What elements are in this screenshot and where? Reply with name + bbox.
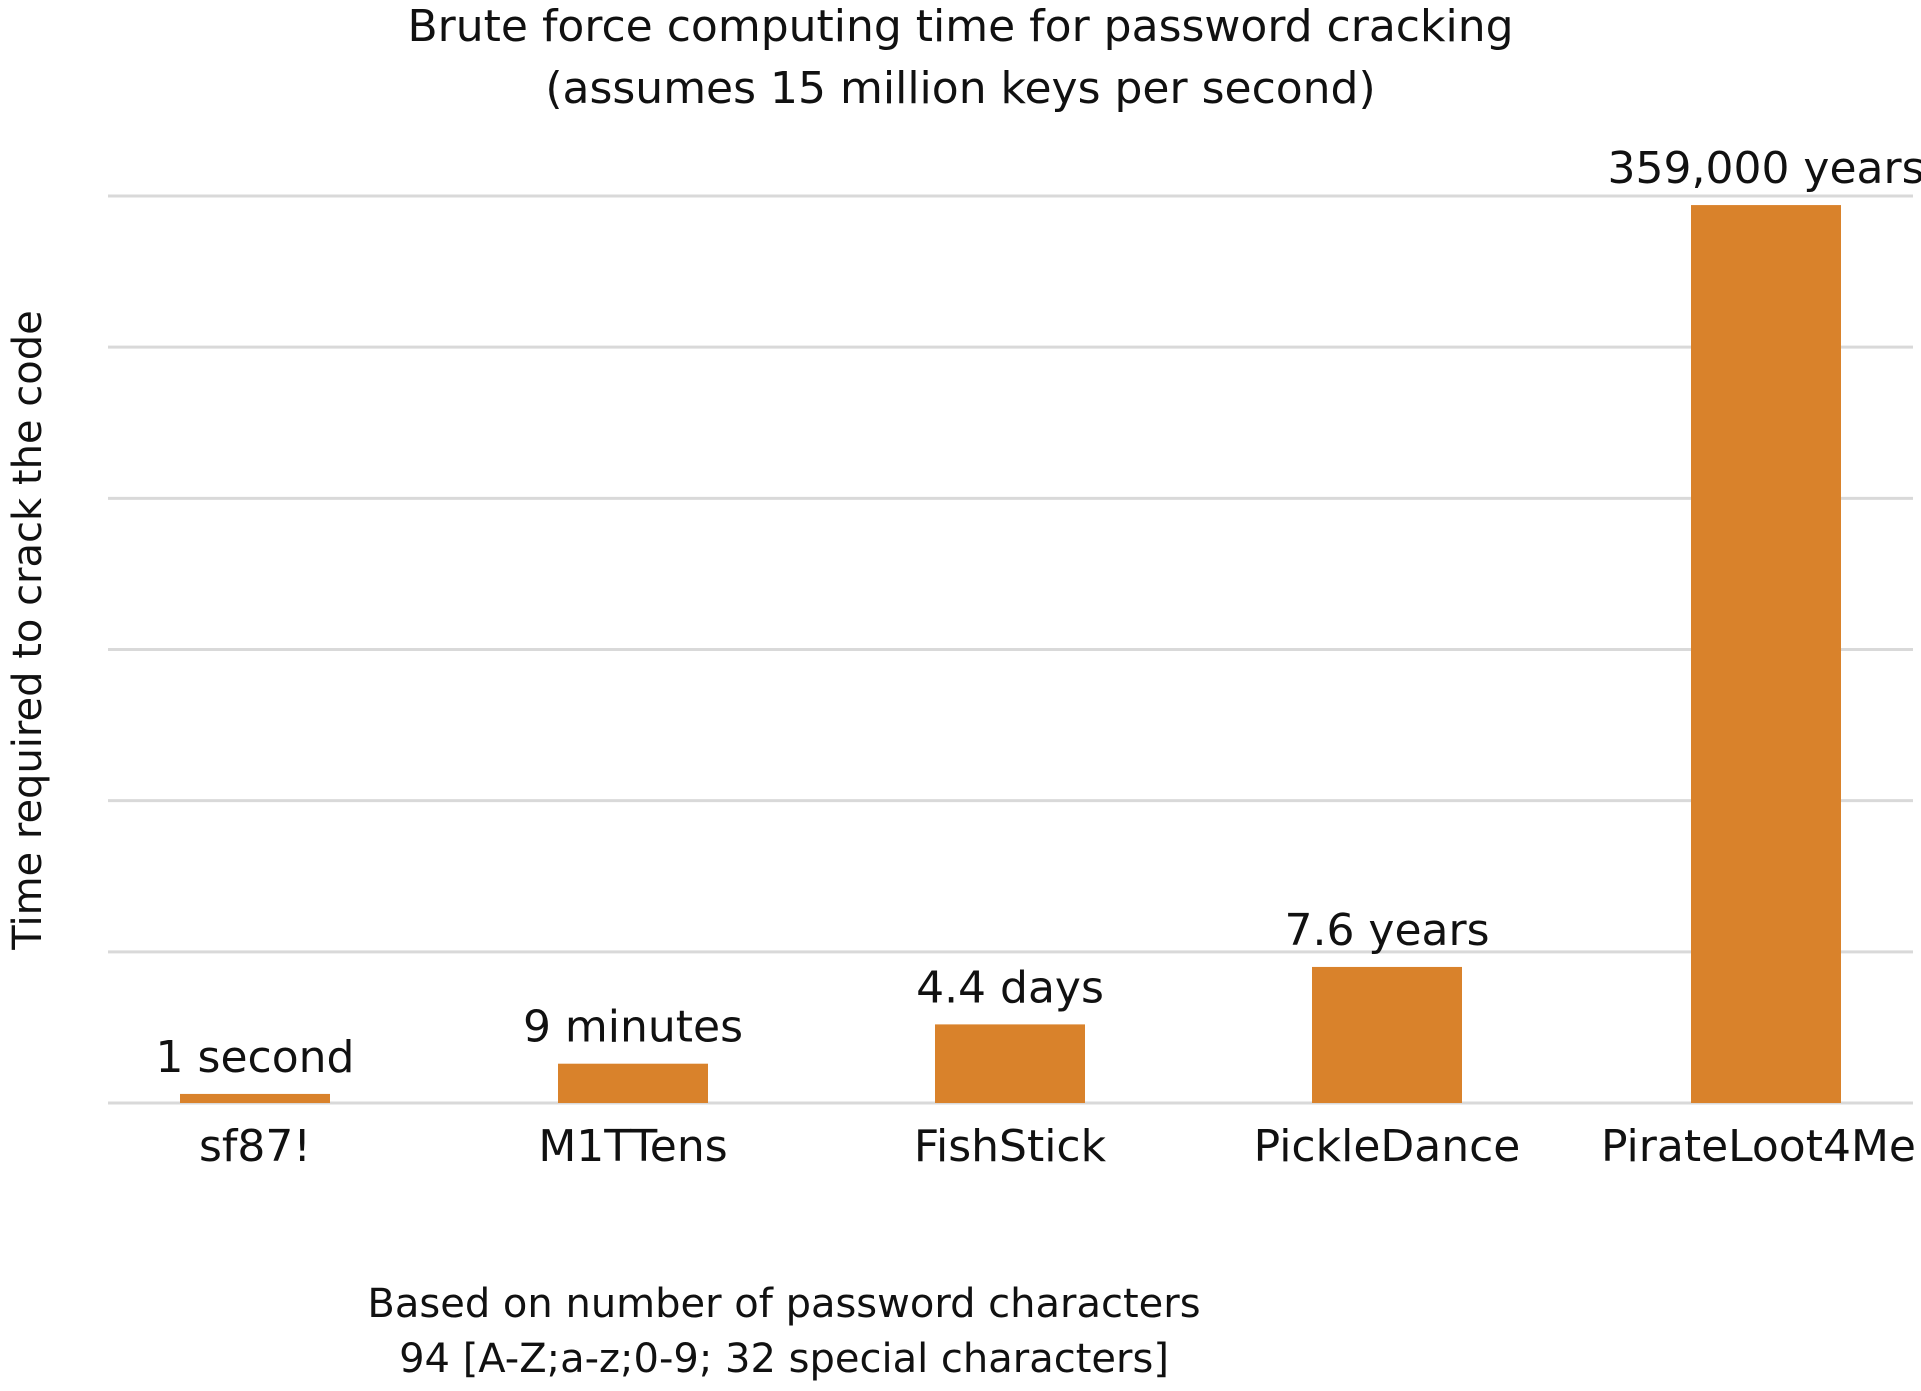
x-axis-label-line-2: 94 [A-Z;a-z;0-9; 32 special characters]: [399, 1336, 1169, 1382]
bar-fishstick: [935, 1024, 1085, 1103]
y-axis-label: Time required to crack the code: [5, 310, 51, 950]
data-label: 1 second: [156, 1032, 355, 1083]
x-axis-label: Based on number of password characters: [367, 1281, 1201, 1327]
x-tick-label: PirateLoot4Me: [1601, 1121, 1916, 1172]
chart-subtitle: (assumes 15 million keys per second): [545, 63, 1376, 114]
data-label: 359,000 years: [1607, 143, 1921, 194]
data-label: 7.6 years: [1284, 905, 1489, 956]
data-label: 9 minutes: [523, 1002, 743, 1053]
x-tick-label: FishStick: [914, 1121, 1107, 1172]
x-tick-label: PickleDance: [1254, 1121, 1521, 1172]
bar-m1ttens: [558, 1063, 708, 1103]
data-label: 4.4 days: [916, 962, 1104, 1013]
bar-sf87: [180, 1093, 330, 1103]
bar-pirateloot4me: [1691, 205, 1841, 1103]
x-tick-label: M1TTens: [538, 1121, 727, 1172]
chart-title: Brute force computing time for password …: [407, 1, 1514, 52]
x-tick-label: sf87!: [199, 1121, 311, 1172]
bar-pickledance: [1312, 966, 1462, 1103]
